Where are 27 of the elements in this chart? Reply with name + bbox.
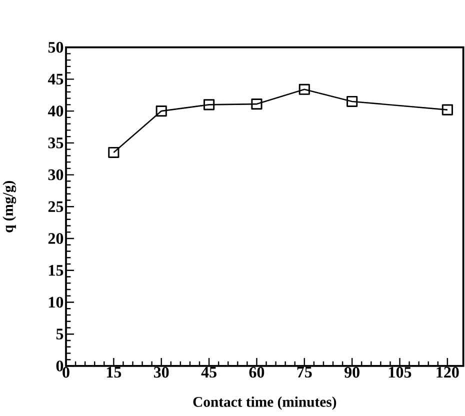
point [204,99,215,110]
y-axis-title: q (mg/g) [2,181,16,232]
point [108,146,120,158]
y-tick-label: 25 [48,201,64,212]
point [251,98,262,110]
point [346,96,358,108]
x-tick-label: 15 [106,366,122,378]
x-tick-label: 120 [436,366,459,378]
x-tick-label: 30 [154,366,169,378]
y-tick-label: 35 [48,138,64,148]
x-tick-label: 105 [389,366,412,378]
y-tick-label: 40 [48,106,64,116]
point [298,84,310,95]
x-tick-label: 45 [201,366,216,378]
y-tick-label: 50 [48,42,64,53]
y-tick-label: 5 [56,328,64,340]
point [156,106,167,117]
x-tick-label: 75 [297,366,312,378]
y-tick-label: 30 [48,169,64,180]
x-axis-title: Contact time (minutes) [193,396,336,410]
y-tick-label: 20 [48,233,64,244]
y-tick-label: 45 [48,74,64,85]
y-tick-label: 10 [49,296,64,308]
x-tick-label: 60 [249,366,264,378]
y-tick-label: 15 [49,265,64,276]
point [442,104,453,116]
x-tick-label: 90 [344,366,360,378]
